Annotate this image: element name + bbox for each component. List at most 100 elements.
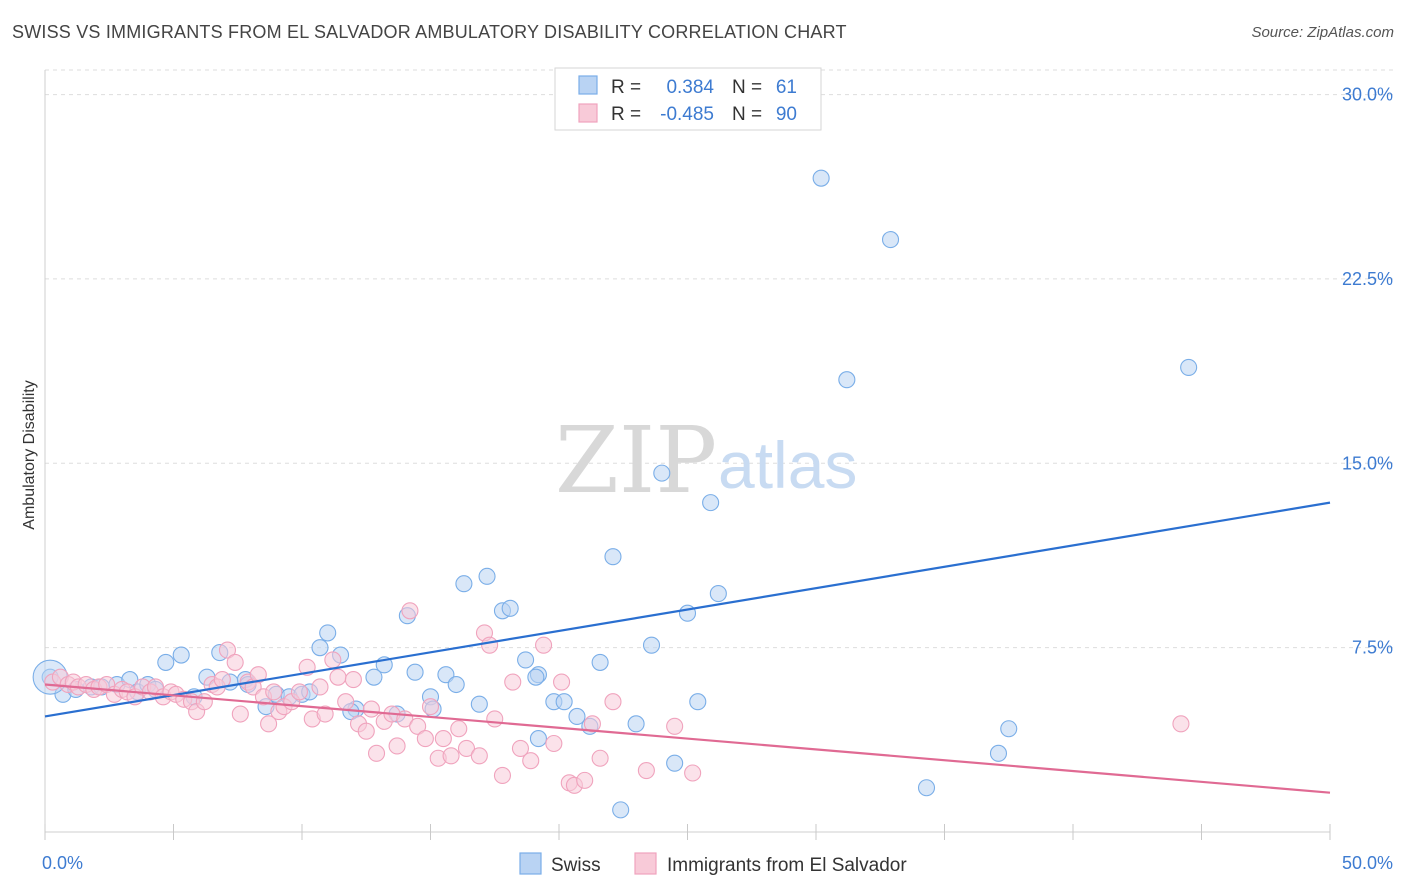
swiss-point (1000, 720, 1018, 738)
bottom-legend: Swiss Immigrants from El Salvador (519, 852, 907, 876)
el-salvador-point (545, 734, 563, 753)
swiss-point (568, 707, 586, 726)
swiss-point (406, 663, 424, 681)
swiss-point (555, 693, 573, 711)
chart-title: SWISS VS IMMIGRANTS FROM EL SALVADOR AMB… (12, 22, 847, 42)
swiss-legend-label: Swiss (551, 855, 601, 876)
el-salvador-point (450, 720, 468, 738)
el-salvador-point (421, 698, 440, 716)
y-tick-label: 30.0% (1342, 85, 1393, 105)
swiss-point (470, 695, 488, 713)
el-salvador-point (511, 739, 530, 757)
swiss-point (455, 575, 473, 593)
el-salvador-point (249, 666, 267, 684)
el-salvador-r-value: -0.485 (660, 104, 714, 125)
swiss-point (627, 715, 645, 733)
el-salvador-point (218, 641, 237, 659)
swiss-point (812, 169, 830, 187)
el-salvador-point (367, 744, 386, 762)
el-salvador-point (666, 717, 684, 735)
el-salvador-n-label: N = (732, 104, 762, 125)
grid-lines (45, 69, 1393, 649)
source-credit: Source: ZipAtlas.com (1251, 24, 1394, 41)
swiss-n-label: N = (732, 77, 762, 98)
swiss-r-value: 0.384 (666, 77, 714, 98)
swiss-point (365, 668, 383, 686)
swiss-point (157, 653, 175, 671)
el-salvador-r-label: R = (611, 104, 641, 125)
el-salvador-point (535, 636, 553, 654)
el-salvador-point (481, 636, 499, 654)
swiss-point (1180, 358, 1198, 376)
el-salvador-point (583, 715, 601, 733)
swiss-point (529, 730, 547, 748)
el-salvador-point (337, 693, 355, 711)
swiss-point (311, 639, 329, 657)
el-salvador-point (591, 749, 609, 767)
x-axis-ticks (44, 824, 1331, 840)
el-salvador-trend-line (44, 683, 1331, 794)
swiss-point (917, 779, 936, 797)
swiss-point (319, 624, 337, 642)
swiss-point (653, 464, 671, 482)
el-salvador-legend-swatch-bottom (634, 852, 657, 875)
el-salvador-point (344, 671, 362, 689)
swiss-point (478, 567, 496, 585)
el-salvador-point (316, 705, 334, 723)
swiss-legend-swatch-bottom (519, 852, 542, 875)
el-salvador-point (416, 730, 434, 748)
y-axis-label: Ambulatory Disability (21, 380, 38, 529)
el-salvador-point (311, 678, 329, 696)
swiss-point (517, 651, 535, 669)
swiss-point (604, 548, 622, 566)
el-salvador-point (442, 747, 460, 765)
stats-legend: R = 0.384 N = 61 R = -0.485 N = 90 (554, 67, 822, 131)
el-salvador-point (457, 739, 476, 757)
el-salvador-point (486, 710, 504, 728)
x-tick-label-min: 0.0% (42, 853, 83, 873)
el-salvador-point (553, 673, 571, 691)
el-salvador-point (576, 771, 594, 789)
swiss-point (709, 585, 727, 603)
el-salvador-point (388, 737, 406, 755)
swiss-r-label: R = (611, 77, 641, 98)
y-tick-label: 22.5% (1342, 269, 1393, 289)
el-salvador-point (493, 766, 512, 785)
el-salvador-point (434, 730, 452, 748)
swiss-point (172, 646, 190, 664)
el-salvador-point (357, 722, 375, 740)
el-salvador-legend-label: Immigrants from El Salvador (667, 855, 907, 876)
el-salvador-point (324, 651, 342, 669)
swiss-point (838, 371, 856, 389)
el-salvador-point (1172, 715, 1190, 733)
el-salvador-point (522, 752, 540, 770)
swiss-point (527, 668, 545, 686)
stats-legend-box (554, 67, 822, 131)
swiss-point (501, 599, 519, 617)
el-salvador-legend-swatch (578, 103, 598, 123)
el-salvador-point (290, 683, 308, 701)
y-tick-label: 7.5% (1352, 638, 1393, 658)
swiss-n-value: 61 (776, 77, 797, 98)
swiss-point (437, 666, 455, 684)
el-salvador-n-value: 90 (776, 104, 797, 125)
el-salvador-point (409, 717, 427, 735)
trend-lines (44, 501, 1331, 794)
swiss-point (689, 693, 707, 711)
x-tick-label-max: 50.0% (1342, 853, 1393, 873)
swiss-point (702, 494, 720, 512)
el-salvador-point (329, 668, 347, 686)
swiss-point (642, 636, 661, 654)
el-salvador-point (684, 764, 702, 782)
el-salvador-point (195, 693, 213, 711)
swiss-point (989, 744, 1008, 762)
swiss-point (447, 675, 465, 694)
el-salvador-point (260, 715, 278, 733)
el-salvador-point (265, 683, 283, 701)
swiss-legend-swatch (578, 75, 598, 95)
el-salvador-point (401, 602, 419, 620)
watermark-zip: ZIP (555, 407, 717, 514)
swiss-point (591, 653, 609, 671)
swiss-trend-line (44, 501, 1331, 718)
